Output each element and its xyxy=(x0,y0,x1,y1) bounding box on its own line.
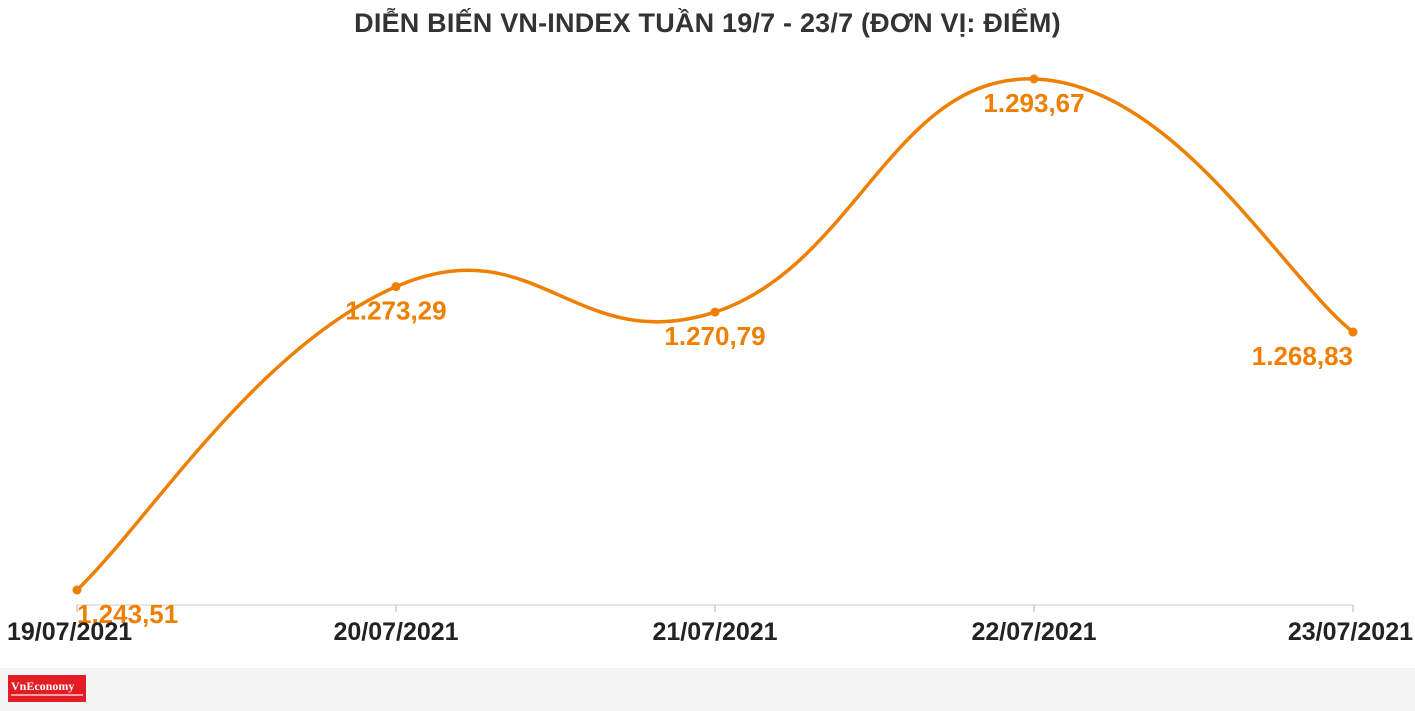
logo-text: VnEconomy xyxy=(11,679,75,693)
x-tick-label: 23/07/2021 xyxy=(1288,618,1413,646)
data-label: 1.270,79 xyxy=(664,321,765,351)
data-point xyxy=(1029,74,1039,84)
x-tick-label: 20/07/2021 xyxy=(333,618,458,646)
data-label: 1.273,29 xyxy=(345,296,446,326)
x-tick-label: 21/07/2021 xyxy=(652,618,777,646)
data-point xyxy=(72,585,82,595)
data-label: 1.243,51 xyxy=(77,599,178,629)
x-tick-label: 19/07/2021 xyxy=(7,618,132,646)
line-chart: 1.243,51 1.273,29 1.270,79 1.293,67 1.268,83… xyxy=(7,74,1413,646)
data-label: 1.268,83 xyxy=(1252,341,1353,371)
data-point xyxy=(1348,327,1358,337)
logo-tagline-bar xyxy=(11,694,83,696)
vneconomy-logo: VnEconomy xyxy=(8,675,86,702)
x-tick-label: 22/07/2021 xyxy=(971,618,1096,646)
data-point xyxy=(391,282,401,292)
chart-title: DIỄN BIẾN VN-INDEX TUẦN 19/7 - 23/7 (ĐƠN… xyxy=(354,8,1061,38)
footer-band xyxy=(0,668,1415,711)
data-label: 1.293,67 xyxy=(983,88,1084,118)
data-point xyxy=(710,307,720,317)
